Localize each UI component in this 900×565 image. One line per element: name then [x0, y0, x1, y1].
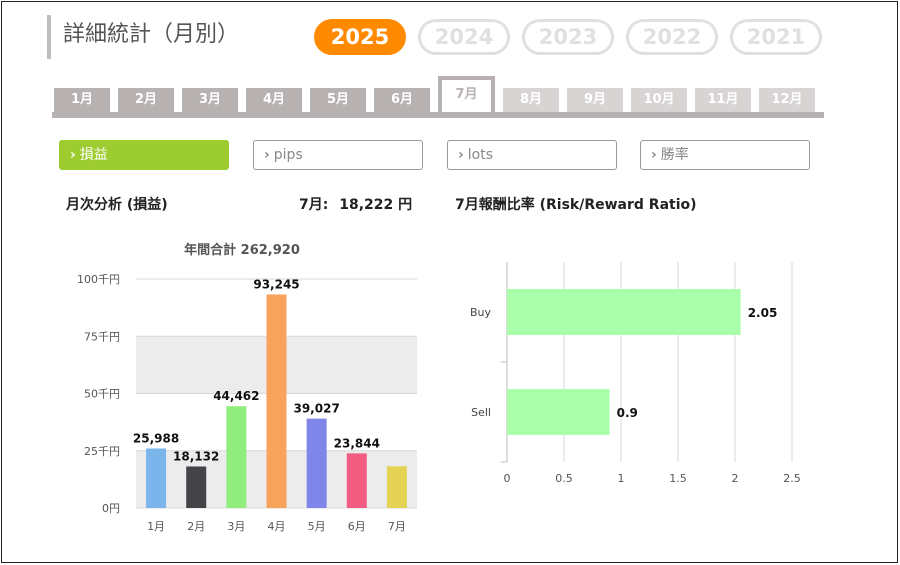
monthly-analysis-title: 月次分析 (損益)	[66, 197, 168, 213]
y-tick-label: 25千円	[84, 445, 120, 458]
risk-reward-chart: 0 0.5 1 1.5 2 2.5 Buy 2.05 Sell 0.9	[470, 262, 801, 485]
filter-label: pips	[273, 147, 303, 163]
bar	[186, 466, 207, 508]
month-value: 18,222 円	[339, 197, 413, 213]
year-tab-2024[interactable]: 2024	[418, 19, 510, 55]
year-tab-2025[interactable]: 2025	[314, 19, 406, 55]
month-tab-7[interactable]: 7月	[438, 76, 495, 112]
x-tick-label: 2.5	[783, 472, 801, 485]
filter-button-pips[interactable]: › pips	[253, 140, 423, 170]
x-tick-label: 7月	[388, 520, 406, 533]
y-tick-label: 75千円	[84, 330, 120, 343]
x-tick-label: 1.5	[669, 472, 687, 485]
data-label: 25,988	[133, 431, 179, 445]
chevron-right-icon: ›	[70, 147, 76, 163]
bar	[386, 466, 407, 508]
x-tick-label: 1月	[147, 520, 165, 533]
monthly-value-label: 7月: 18,222 円	[299, 194, 412, 214]
month-label: 7月:	[299, 197, 329, 213]
data-label: 18,132	[173, 449, 219, 463]
chevron-right-icon: ›	[651, 147, 657, 163]
year-tab-2022[interactable]: 2022	[626, 19, 718, 55]
x-tick-label: 6月	[348, 520, 366, 533]
chart-title: 年間合計 262,920	[184, 242, 300, 258]
month-tab-5[interactable]: 5月	[310, 88, 366, 112]
bar	[146, 448, 167, 508]
filter-button-lots[interactable]: › lots	[447, 140, 617, 170]
data-label: 93,245	[253, 277, 299, 291]
month-tab-10[interactable]: 10月	[631, 88, 687, 112]
x-tick-label: 5月	[308, 520, 326, 533]
x-tick-label: 4月	[268, 520, 286, 533]
bar	[507, 289, 741, 335]
x-tick-label: 2月	[187, 520, 205, 533]
x-tick-label: 3月	[227, 520, 245, 533]
monthly-pnl-chart: 0円 25千円 50千円 75千円 100千円 年間合計 262,920 1月 25,988 2…	[77, 242, 417, 533]
chevron-right-icon: ›	[264, 147, 270, 163]
month-tab-4[interactable]: 4月	[246, 88, 302, 112]
chevron-right-icon: ›	[458, 147, 464, 163]
x-tick-label: 2	[732, 472, 739, 485]
data-label: 44,462	[213, 389, 259, 403]
x-tick-label: 0	[504, 472, 511, 485]
y-tick-label: Buy	[470, 306, 492, 319]
filter-label: 損益	[79, 147, 108, 163]
data-label: 2.05	[748, 306, 778, 320]
bar	[266, 294, 287, 508]
month-tab-8[interactable]: 8月	[503, 88, 559, 112]
bar	[346, 453, 367, 508]
data-label: 39,027	[293, 402, 339, 416]
month-tab-3[interactable]: 3月	[182, 88, 238, 112]
y-tick-label: 0円	[102, 502, 120, 515]
year-tab-2023[interactable]: 2023	[522, 19, 614, 55]
title-bar: 詳細統計（月別）	[47, 15, 239, 59]
x-tick-label: 1	[618, 472, 625, 485]
filter-label: lots	[467, 147, 494, 163]
x-tick-label: 0.5	[555, 472, 573, 485]
rr-chart-title: 7月報酬比率 (Risk/Reward Ratio)	[455, 197, 697, 213]
bar	[226, 406, 247, 508]
y-tick-label: Sell	[471, 406, 491, 419]
filter-button-winrate[interactable]: › 勝率	[640, 140, 810, 170]
bar	[306, 418, 327, 508]
month-tab-11[interactable]: 11月	[695, 88, 751, 112]
month-tab-9[interactable]: 9月	[567, 88, 623, 112]
data-label: 23,844	[334, 436, 380, 450]
y-tick-label: 50千円	[84, 388, 120, 401]
month-tabs: 1月 2月 3月 4月 5月 6月 7月 8月 9月 10月 11月 12月	[52, 76, 824, 118]
month-tab-12[interactable]: 12月	[759, 88, 815, 112]
y-tick-label: 100千円	[77, 273, 120, 286]
page-title: 詳細統計（月別）	[63, 22, 240, 47]
filter-label: 勝率	[660, 147, 689, 163]
data-label: 0.9	[617, 406, 638, 420]
month-tab-6[interactable]: 6月	[374, 88, 430, 112]
month-tab-2[interactable]: 2月	[118, 88, 174, 112]
filter-button-pnl[interactable]: › 損益	[59, 140, 229, 170]
month-tab-1[interactable]: 1月	[54, 88, 110, 112]
year-tab-2021[interactable]: 2021	[730, 19, 822, 55]
bar	[507, 389, 610, 435]
